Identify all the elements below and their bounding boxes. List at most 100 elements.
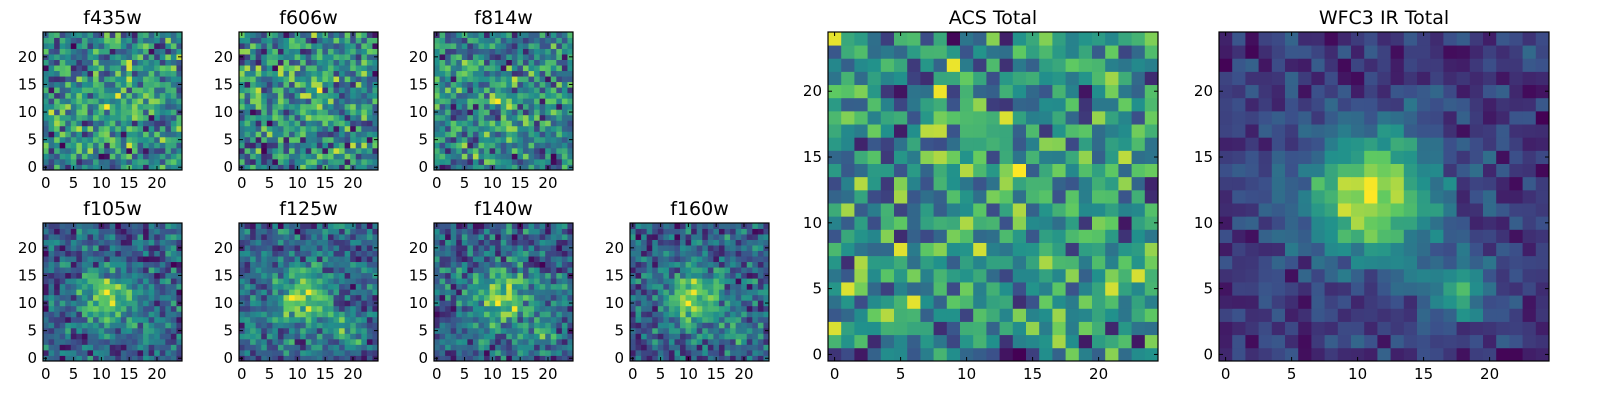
pixel-cell	[289, 338, 295, 345]
pixel-cell	[54, 322, 61, 329]
pixel-cell	[115, 59, 122, 66]
pixel-cell	[561, 256, 568, 263]
pixel-cell	[478, 223, 485, 229]
pixel-cell	[344, 261, 351, 268]
pixel-cell	[366, 294, 373, 301]
pixel-cell	[98, 349, 105, 356]
pixel-cell	[372, 267, 379, 274]
pixel-cell	[98, 338, 105, 345]
pixel-cell	[445, 54, 452, 60]
pixel-cell	[495, 228, 502, 235]
pixel-cell	[294, 283, 301, 290]
pixel-cell	[691, 261, 698, 268]
pixel-cell	[261, 114, 268, 121]
pixel-cell	[115, 272, 122, 279]
pixel-cell	[170, 81, 177, 88]
pixel-cell	[143, 98, 150, 105]
pixel-cell	[763, 322, 770, 329]
pixel-cell	[757, 338, 764, 345]
pixel-cell	[316, 120, 323, 127]
pixel-cell	[143, 153, 150, 160]
pixel-cell	[467, 234, 474, 240]
pixel-cell	[283, 142, 290, 149]
pixel-cell	[445, 322, 452, 329]
pixel-cell	[478, 267, 485, 274]
pixel-cell	[154, 294, 161, 301]
pixel-cell	[635, 261, 642, 268]
pixel-cell	[534, 147, 541, 154]
pixel-cell	[120, 278, 127, 285]
pixel-cell	[294, 125, 301, 132]
pixel-cell	[272, 92, 279, 99]
pixel-cell	[361, 333, 368, 340]
pixel-cell	[115, 37, 122, 44]
pixel-cell	[718, 338, 725, 345]
pixel-cell	[316, 153, 323, 160]
pixel-cell	[1065, 242, 1080, 257]
pixel-cell	[757, 322, 764, 329]
pixel-cell	[54, 289, 61, 296]
pixel-cell	[550, 316, 557, 323]
pixel-cell	[517, 76, 524, 83]
pixel-cell	[1144, 176, 1159, 191]
pixel-cell	[445, 316, 452, 323]
pixel-cell	[472, 278, 479, 285]
pixel-cell	[272, 333, 279, 340]
pixel-cell	[120, 250, 127, 257]
pixel-cell	[137, 158, 144, 165]
pixel-cell	[495, 316, 502, 323]
pixel-cell	[534, 65, 541, 72]
pixel-cell	[250, 142, 257, 149]
pixel-cell	[289, 239, 295, 246]
pixel-cell	[522, 300, 529, 307]
pixel-cell	[344, 114, 351, 121]
pixel-cell	[355, 223, 362, 229]
pixel-cell	[355, 261, 362, 268]
pixel-cell	[261, 322, 268, 329]
pixel-cell	[456, 48, 463, 55]
pixel-cell	[98, 333, 105, 340]
pixel-cell	[93, 294, 99, 301]
pixel-cell	[322, 103, 329, 110]
pixel-cell	[456, 327, 463, 334]
pixel-cell	[159, 153, 166, 160]
pixel-cell	[126, 65, 133, 72]
pixel-cell	[322, 54, 329, 60]
pixel-cell	[1065, 229, 1080, 243]
pixel-cell	[143, 355, 150, 362]
pixel-cell	[137, 261, 144, 268]
pixel-cell	[81, 289, 88, 296]
pixel-cell	[920, 242, 934, 257]
pixel-cell	[841, 176, 855, 191]
pixel-cell	[517, 228, 524, 235]
pixel-cell	[244, 234, 251, 240]
pixel-cell	[439, 228, 446, 235]
pixel-cell	[250, 153, 257, 160]
pixel-cell	[255, 92, 262, 99]
y-tick-label: 0	[418, 158, 428, 176]
pixel-cell	[663, 267, 670, 274]
pixel-cell	[456, 120, 463, 127]
pixel-cell	[87, 278, 94, 285]
pixel-cell	[691, 228, 698, 235]
pixel-cell	[478, 228, 485, 235]
pixel-cell	[70, 349, 77, 356]
pixel-cell	[266, 322, 273, 329]
pixel-cell	[109, 245, 116, 251]
pixel-cell	[104, 98, 111, 105]
pixel-cell	[159, 327, 166, 334]
pixel-cell	[294, 289, 301, 296]
pixel-cell	[366, 98, 373, 105]
pixel-cell	[450, 136, 457, 143]
pixel-cell	[366, 272, 373, 279]
pixel-cell	[59, 349, 66, 356]
pixel-cell	[305, 322, 312, 329]
pixel-cell	[1078, 334, 1093, 349]
pixel-cell	[93, 54, 99, 60]
pixel-cell	[126, 256, 133, 263]
pixel-cell	[702, 349, 709, 356]
pixel-cell	[115, 87, 122, 94]
pixel-cell	[244, 136, 251, 143]
pixel-cell	[1065, 321, 1080, 336]
pixel-cell	[54, 344, 61, 351]
